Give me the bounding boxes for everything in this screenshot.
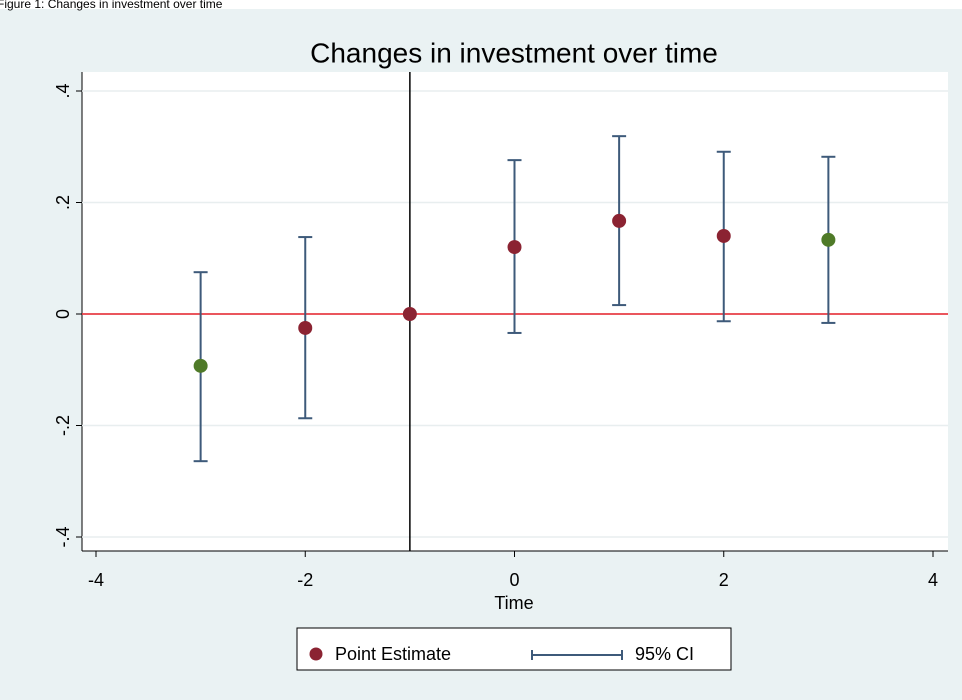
x-axis-label: Time — [494, 593, 533, 613]
point — [193, 358, 208, 373]
legend — [296, 627, 732, 671]
legend-label: 95% CI — [635, 644, 694, 664]
point — [821, 232, 836, 247]
x-tick-label: 2 — [719, 570, 729, 590]
y-tick-label: .4 — [53, 83, 73, 98]
y-tick-label: -.4 — [53, 526, 73, 547]
point — [298, 320, 313, 335]
point — [612, 213, 627, 228]
x-tick-label: 4 — [928, 570, 938, 590]
y-tick-label: .2 — [53, 195, 73, 210]
chart-title: Changes in investment over time — [310, 37, 718, 68]
x-tick-label: -4 — [88, 570, 104, 590]
point — [716, 228, 731, 243]
point — [507, 240, 522, 255]
y-tick-label: -.2 — [53, 415, 73, 436]
caption: Figure 1: Changes in investment over tim… — [0, 0, 223, 11]
x-tick-label: 0 — [509, 570, 519, 590]
point — [402, 307, 417, 321]
legend-marker — [309, 647, 323, 661]
legend-label: Point Estimate — [335, 644, 451, 664]
x-tick-label: -2 — [297, 570, 313, 590]
y-tick-label: 0 — [53, 309, 73, 319]
